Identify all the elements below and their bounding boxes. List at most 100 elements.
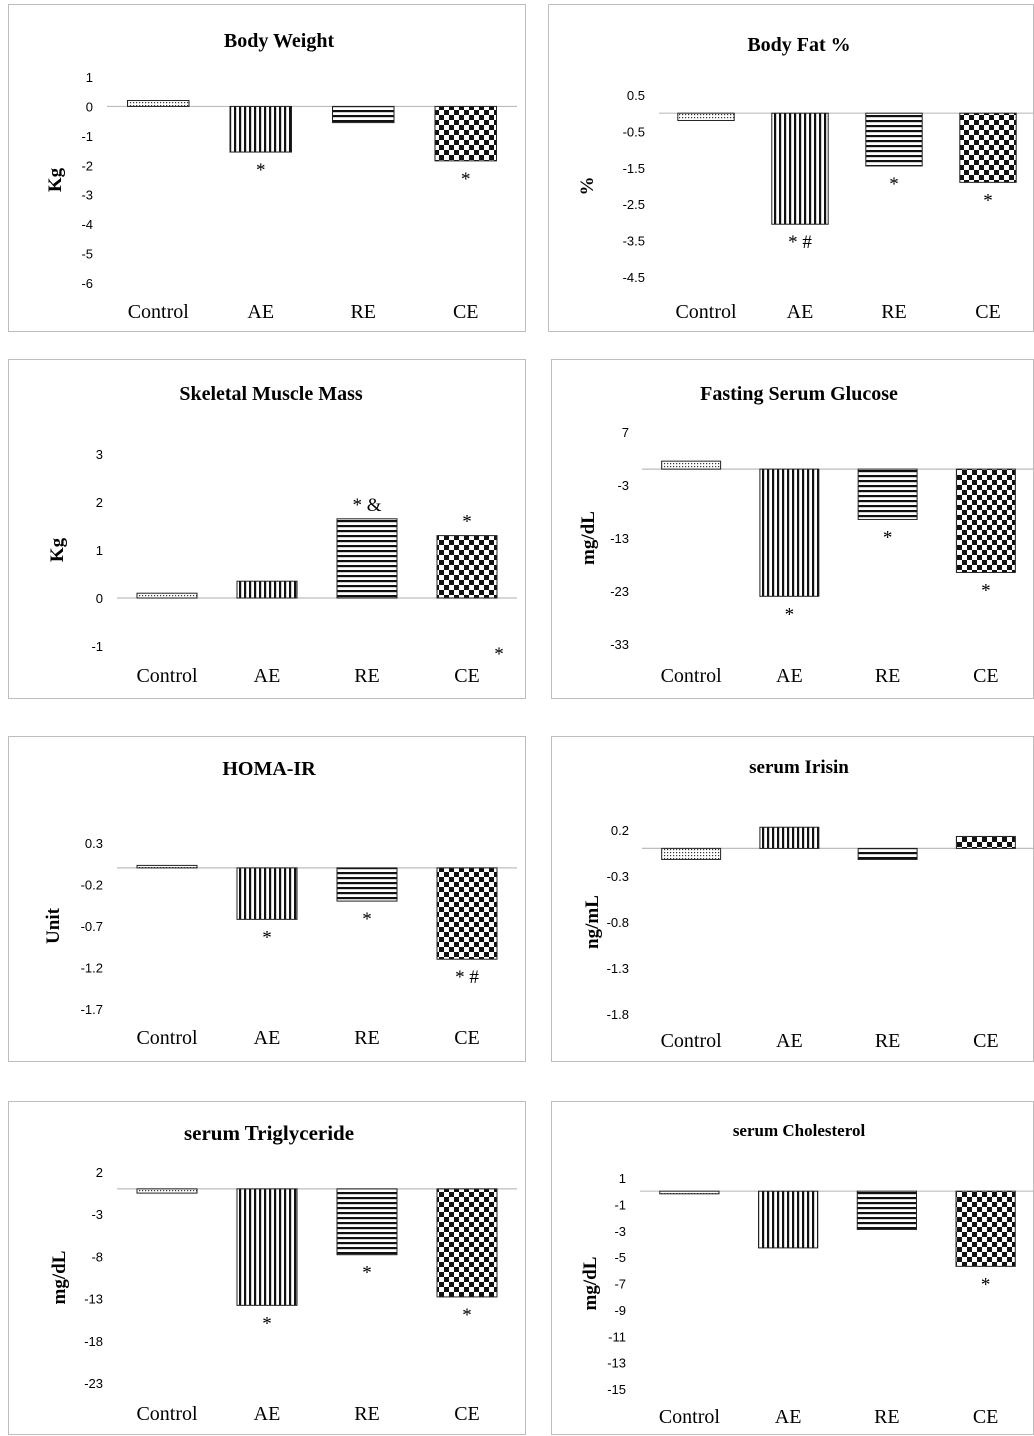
x-category-label: Control <box>675 301 737 323</box>
y-axis-label: mg/dL <box>49 1251 70 1305</box>
y-tick-label: 1 <box>96 543 103 558</box>
bar-control <box>661 460 722 470</box>
chart-panel-6: serum Irisin 0.2 -0.3 -0.8 -1.3 -1.8 ng/mL Cont… <box>551 736 1034 1062</box>
bar-re <box>336 518 398 599</box>
y-tick-label: 2 <box>96 495 103 510</box>
x-category-label: Control <box>136 1027 198 1049</box>
significance-marker: * <box>262 1313 272 1334</box>
y-tick-label: -9 <box>614 1303 626 1318</box>
y-tick-label: -11 <box>608 1329 626 1344</box>
chart-title: serum Cholesterol <box>733 1121 866 1140</box>
chart-panel-2: Body Fat % 0.5 -0.5 -1.5 -2.5 -3.5 -4.5% Contro… <box>548 4 1034 332</box>
bar-control <box>136 864 198 869</box>
bar-ae <box>229 105 292 153</box>
bar-re <box>857 468 918 520</box>
y-tick-label: -15 <box>607 1382 626 1397</box>
x-category-label: CE <box>454 665 480 687</box>
x-category-label: AE <box>254 665 281 687</box>
y-tick-label: -23 <box>84 1376 103 1391</box>
y-tick-label: 1 <box>86 70 93 85</box>
x-category-label: RE <box>875 1030 901 1052</box>
x-category-label: Control <box>659 1406 721 1428</box>
y-tick-label: 0 <box>96 591 103 606</box>
x-category-label: Control <box>136 665 198 687</box>
chart-svg: HOMA-IR 0.3 -0.2 -0.7 -1.2 -1.7 Unit Control AE *… <box>43 758 517 1049</box>
y-tick-label: 0.2 <box>611 823 629 838</box>
bar-re <box>336 867 398 902</box>
x-category-label: CE <box>453 301 479 323</box>
y-tick-label: -23 <box>610 584 629 599</box>
y-tick-label: -5 <box>614 1250 626 1265</box>
bar-control <box>136 592 198 599</box>
y-axis-label: Kg <box>45 167 66 192</box>
significance-marker: * <box>262 927 272 948</box>
chart-svg: serum Triglyceride 2 -3 -8 -13 -18 -23 mg/dL Con… <box>49 1121 517 1425</box>
chart-svg: serum Cholesterol 1 -1 -3 -5 -7 -9 -11 -13 -15 mg/… <box>580 1121 1033 1428</box>
x-category-label: RE <box>875 665 901 687</box>
chart-panel-8: serum Cholesterol 1 -1 -3 -5 -7 -9 -11 -13 -15 mg/… <box>551 1101 1034 1435</box>
significance-marker: * & <box>352 495 381 516</box>
x-category-label: Control <box>661 665 723 687</box>
bar-ae <box>236 580 298 599</box>
bar-ce <box>959 112 1017 183</box>
y-axis-label: mg/dL <box>578 511 599 565</box>
y-tick-label: -33 <box>610 637 629 652</box>
y-tick-label: 0 <box>86 99 93 114</box>
significance-marker: * <box>981 580 991 601</box>
x-category-label: RE <box>350 301 376 323</box>
y-tick-label: -1 <box>81 129 93 144</box>
y-tick-label: -13 <box>607 1356 626 1371</box>
significance-marker: * <box>981 1274 991 1295</box>
significance-marker: * <box>883 527 893 548</box>
y-tick-label: -7 <box>614 1277 626 1292</box>
y-axis-label: % <box>577 177 598 196</box>
bar-re <box>856 1190 917 1230</box>
bar-ce <box>434 105 497 162</box>
y-tick-label: -4.5 <box>623 270 645 285</box>
bar-ce <box>955 835 1016 849</box>
y-tick-label: -0.8 <box>607 915 629 930</box>
x-category-label: AE <box>254 1403 281 1425</box>
significance-marker: * <box>494 644 504 665</box>
y-tick-label: -1 <box>91 639 103 654</box>
x-category-label: AE <box>775 1406 802 1428</box>
x-category-label: Control <box>661 1030 723 1052</box>
y-tick-label: -1.3 <box>607 961 629 976</box>
significance-marker: * <box>362 1263 372 1284</box>
y-axis-label: ng/mL <box>582 895 603 949</box>
significance-marker: * <box>362 909 372 930</box>
bar-ae <box>759 826 820 849</box>
chart-title: serum Triglyceride <box>184 1121 354 1145</box>
x-category-label: Control <box>128 301 190 323</box>
y-tick-label: -4 <box>81 217 93 232</box>
y-tick-label: -13 <box>610 531 629 546</box>
bar-ce <box>436 535 498 599</box>
bar-ae <box>236 867 298 920</box>
bar-control <box>659 1190 720 1195</box>
x-category-label: CE <box>454 1027 480 1049</box>
x-category-label: AE <box>787 301 814 323</box>
y-tick-label: -0.3 <box>607 869 629 884</box>
y-tick-label: -1.8 <box>607 1007 629 1022</box>
y-tick-label: 1 <box>619 1171 626 1186</box>
y-tick-label: -8 <box>91 1249 103 1264</box>
bar-ce <box>436 867 498 960</box>
significance-marker: * <box>785 604 795 625</box>
x-category-label: RE <box>354 1027 380 1049</box>
bar-control <box>661 847 722 860</box>
y-axis-label: Unit <box>43 907 64 944</box>
x-category-label: CE <box>975 301 1001 323</box>
significance-marker: * <box>461 169 471 190</box>
chart-title: Skeletal Muscle Mass <box>179 383 363 405</box>
y-tick-label: -2 <box>81 158 93 173</box>
bar-ae <box>758 1190 819 1249</box>
y-axis-label: mg/dL <box>580 1257 601 1311</box>
y-tick-label: -3 <box>91 1207 103 1222</box>
y-tick-label: -2.5 <box>623 197 645 212</box>
x-category-label: Control <box>136 1403 198 1425</box>
bar-ce <box>955 468 1016 573</box>
y-tick-label: 2 <box>96 1165 103 1180</box>
chart-title: HOMA-IR <box>222 758 316 780</box>
x-category-label: RE <box>874 1406 900 1428</box>
y-tick-label: -1 <box>614 1197 626 1212</box>
